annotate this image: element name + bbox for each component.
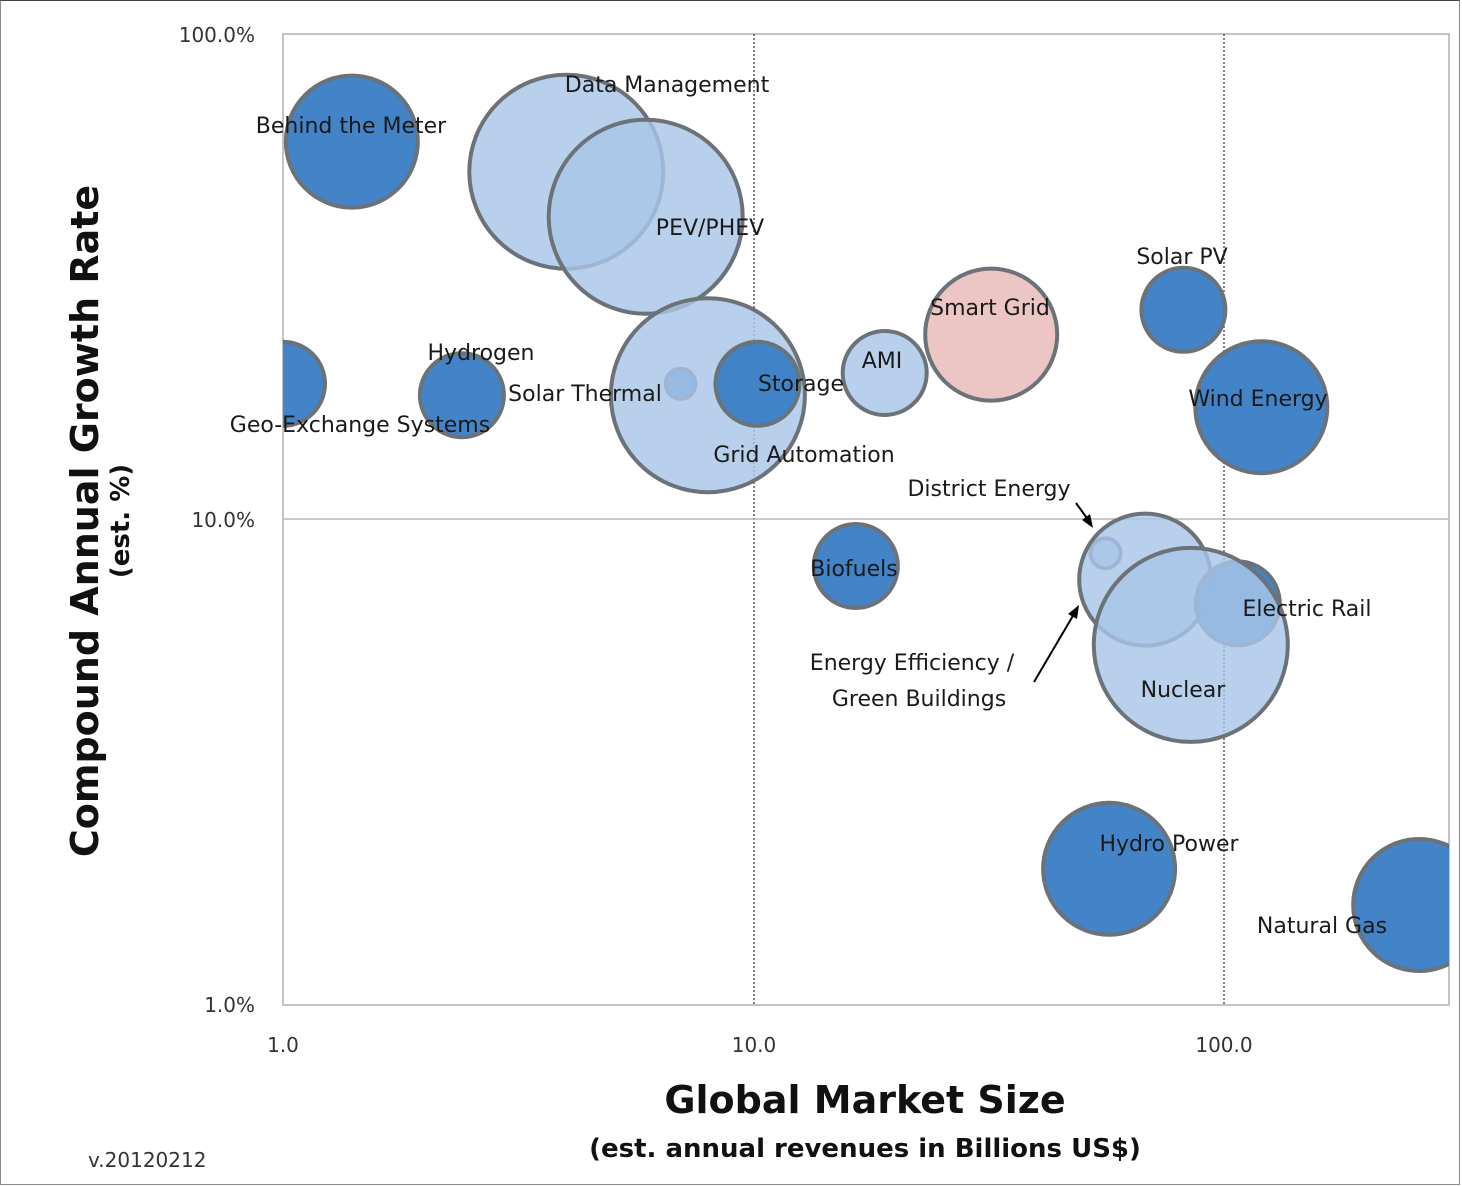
bubble-hydrogen [417,351,506,440]
energy-efficiency-arrow [1033,613,1075,683]
bubble-behind-the-meter [283,73,420,210]
y-axis-subtitle: (est. %) [106,463,136,579]
label-district-energy: District Energy [907,477,1070,502]
label-solar-pv: Solar PV [1136,245,1227,270]
bubble-labels: Behind the Meter Data Management PEV/PHE… [230,73,1387,939]
y-tick-1: 1.0% [204,993,255,1017]
label-solar-thermal: Solar Thermal [508,382,662,407]
bubble-nuclear [1091,545,1290,744]
district-energy-arrowhead [1082,514,1093,528]
label-pev-phev: PEV/PHEV [656,216,764,241]
annotation-arrows [1033,502,1093,683]
x-tick-labels: 1.0 10.0 100.0 [267,1033,1253,1057]
version-label: v.20120212 [88,1148,207,1172]
label-grid-automation: Grid Automation [713,443,894,468]
label-biofuels: Biofuels [810,557,897,582]
bubble-storage [713,339,802,428]
energy-efficiency-arrowhead [1068,605,1079,619]
x-tick-1: 1.0 [267,1033,299,1057]
bubble-natural-gas [1351,837,1449,973]
x-axis-subtitle: (est. annual revenues in Billions US$) [589,1134,1141,1164]
y-tick-100: 100.0% [179,23,255,47]
bubble-pev-phev [546,117,745,316]
label-wind-energy: Wind Energy [1188,387,1327,412]
y-tick-10: 10.0% [191,508,255,532]
label-energy-efficiency-line2: Green Buildings [832,687,1006,712]
label-storage: Storage [758,372,844,397]
bubble-wind-energy [1193,339,1330,476]
y-axis-title: Compound Annual Growth Rate [63,184,107,858]
label-natural-gas: Natural Gas [1257,914,1387,939]
x-axis-title: Global Market Size [664,1078,1066,1122]
bubble-hydro-power [1041,800,1178,937]
label-energy-efficiency-line1: Energy Efficiency / [810,651,1015,676]
x-tick-100: 100.0 [1195,1033,1252,1057]
label-nuclear: Nuclear [1141,678,1227,703]
y-tick-labels: 100.0% 10.0% 1.0% [179,23,255,1017]
bubble-solar-pv [1139,265,1228,354]
label-hydrogen: Hydrogen [428,341,535,366]
bubble-biofuels [811,522,900,610]
label-electric-rail: Electric Rail [1242,597,1371,622]
bubble-geo-exchange-systems [283,339,327,428]
label-smart-grid: Smart Grid [930,296,1050,321]
bubble-smart-grid [923,266,1060,403]
label-ami: AMI [862,349,903,374]
label-behind-the-meter: Behind the Meter [256,114,447,139]
bubble-ami [840,329,929,417]
label-hydro-power: Hydro Power [1099,832,1239,857]
label-data-management: Data Management [565,73,770,98]
bubbles-group [283,72,1449,973]
x-tick-10: 10.0 [732,1033,777,1057]
label-geo-exchange: Geo-Exchange Systems [230,413,490,438]
